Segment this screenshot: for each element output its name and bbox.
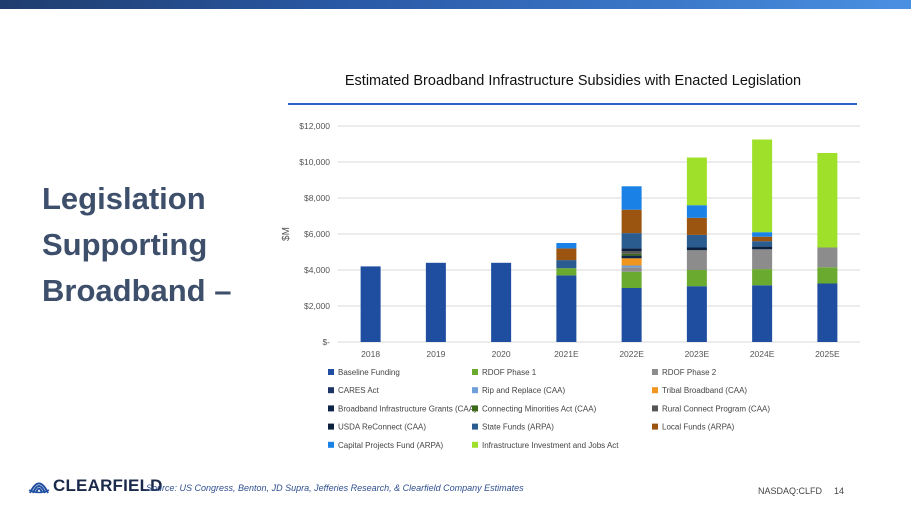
bar-segment <box>621 271 642 288</box>
heading-line-3: Broadband – <box>42 273 232 308</box>
ticker-label: NASDAQ:CLFD <box>758 486 823 496</box>
legend-swatch <box>328 441 334 448</box>
legend-label: Infrastructure Investment and Jobs Act <box>482 441 619 450</box>
legend-label: Tribal Broadband (CAA) <box>662 386 747 395</box>
heading-line-1: Legislation <box>42 181 206 216</box>
bar-segment <box>752 241 773 247</box>
bar-segment <box>817 267 838 284</box>
page-number: 14 <box>834 486 845 496</box>
legend-swatch <box>652 405 658 412</box>
bar-segment <box>556 248 577 261</box>
legend-label: Rip and Replace (CAA) <box>482 386 565 395</box>
legend-swatch <box>472 369 478 375</box>
legend-label: USDA ReConnect (CAA) <box>338 423 426 432</box>
legend-swatch <box>472 387 478 394</box>
legend-swatch <box>652 369 658 375</box>
y-tick-label: $2,000 <box>304 301 330 311</box>
chart-title: Estimated Broadband Infrastructure Subsi… <box>344 73 802 89</box>
bar-segment <box>686 157 707 206</box>
x-tick-label: 2022E <box>619 349 644 359</box>
bar-segment <box>556 268 577 276</box>
y-tick-label: $8,000 <box>304 193 330 203</box>
legend-swatch <box>328 369 334 375</box>
title-divider <box>288 103 857 105</box>
y-tick-label: $10,000 <box>299 157 330 167</box>
bar-segment <box>686 270 707 287</box>
legend-swatch <box>328 387 334 394</box>
bar-segment <box>686 286 707 342</box>
bar-segment <box>491 262 512 342</box>
bar-segment <box>556 243 577 249</box>
bar-segment <box>752 249 773 270</box>
y-tick-label: $- <box>322 337 330 347</box>
legend-label: Capital Projects Fund (ARPA) <box>338 441 444 450</box>
heading-line-2: Supporting <box>42 227 208 262</box>
x-tick-label: 2025E <box>815 349 840 359</box>
bar-segment <box>686 250 707 270</box>
x-tick-label: 2019 <box>426 349 445 359</box>
clearfield-logo: CLEARFIELD <box>28 476 163 496</box>
footer-right: NASDAQ:CLFD 14 <box>758 486 844 496</box>
legend-swatch <box>652 387 658 394</box>
y-tick-label: $6,000 <box>304 229 330 239</box>
bar-segment <box>621 186 642 210</box>
bar-segment <box>621 251 642 254</box>
logo-wordmark: CLEARFIELD <box>53 476 163 495</box>
y-tick-label: $4,000 <box>304 265 330 275</box>
bar-segment <box>686 247 707 251</box>
bar-segment <box>621 258 642 266</box>
bar-segment <box>686 205 707 218</box>
slide-heading: Legislation Supporting Broadband – <box>42 176 231 314</box>
x-tick-label: 2020 <box>492 349 511 359</box>
bar-segment <box>752 285 773 342</box>
bar-segment <box>621 233 642 249</box>
source-note: Source: US Congress, Benton, JD Supra, J… <box>146 483 524 493</box>
legend-swatch <box>472 441 478 448</box>
legend-label: Broadband Infrastructure Grants (CAA) <box>338 404 477 413</box>
legend-swatch <box>328 405 334 412</box>
bar-segment <box>621 267 642 272</box>
bar-segment <box>817 283 838 342</box>
bar-segment <box>556 260 577 269</box>
legend-label: RDOF Phase 1 <box>482 368 537 377</box>
legend-swatch <box>472 423 478 430</box>
legend-label: Baseline Funding <box>338 368 400 377</box>
legend-label: CARES Act <box>338 386 380 395</box>
bar-segment <box>425 262 446 342</box>
legend-swatch <box>652 423 658 430</box>
y-tick-label: $12,000 <box>299 121 330 131</box>
bar-segment <box>686 217 707 235</box>
bar-segment <box>621 265 642 268</box>
x-tick-label: 2021E <box>554 349 579 359</box>
bar-segment <box>752 246 773 250</box>
x-tick-label: 2024E <box>750 349 775 359</box>
y-axis-label: $M <box>281 227 292 241</box>
bar-segment <box>556 275 577 342</box>
legend-swatch <box>328 423 334 430</box>
top-accent-bar <box>0 0 911 9</box>
bar-segment <box>686 234 707 248</box>
legend-swatch <box>472 405 478 412</box>
stacked-bar-chart: $- $2,000 $4,000 $6,000 $8,000 $10,000 $12,000… <box>281 121 860 450</box>
bar-segment <box>621 288 642 342</box>
bar-segment <box>621 209 642 234</box>
bar-segment <box>752 139 773 233</box>
legend-label: RDOF Phase 2 <box>662 368 717 377</box>
x-tick-label: 2018 <box>361 349 380 359</box>
bar-segment <box>360 266 381 342</box>
legend-label: State Funds (ARPA) <box>482 423 554 432</box>
clearfield-globe-icon <box>28 482 50 494</box>
bar-segment <box>817 153 838 248</box>
bar-segment <box>752 232 773 237</box>
legend-label: Rural Connect Program (CAA) <box>662 404 770 413</box>
bar-segment <box>817 247 838 268</box>
bar-segment <box>752 269 773 286</box>
bar-segment <box>752 236 773 242</box>
legend-label: Connecting Minorities Act (CAA) <box>482 404 597 413</box>
x-tick-label: 2023E <box>685 349 710 359</box>
legend-label: Local Funds (ARPA) <box>662 423 735 432</box>
bar-segment <box>621 253 642 256</box>
bar-segment <box>621 248 642 252</box>
bar-segment <box>621 255 642 259</box>
